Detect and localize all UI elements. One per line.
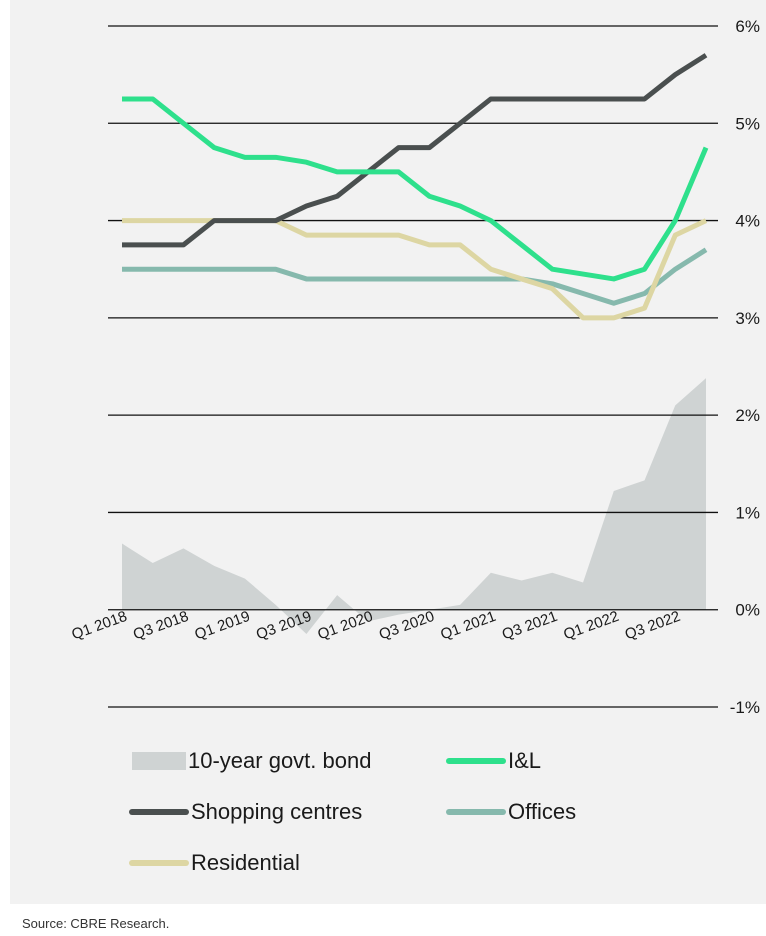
source-note: Source: CBRE Research. — [22, 916, 170, 931]
y-tick-label: 5% — [735, 114, 760, 133]
series-line-offices — [122, 247, 708, 306]
y-tick-label: -1% — [730, 698, 760, 717]
x-tick-label: Q1 2019 — [192, 608, 252, 644]
x-tick-label: Q1 2018 — [69, 608, 129, 644]
y-tick-label: 6% — [735, 17, 760, 36]
y-tick-label: 4% — [735, 212, 760, 231]
series-line-il — [122, 96, 709, 282]
chart-svg: 6%5%4%3%2%1%0%-1%Q1 2018 Q3 2018 Q1 2019 Q3… — [69, 17, 760, 717]
x-tick-label: Q1 2020 — [315, 608, 375, 644]
x-tick-label: Q3 2018 — [131, 608, 191, 644]
x-tick-label: Q1 2022 — [561, 608, 621, 644]
series-line-shopping — [122, 53, 708, 248]
y-tick-label: 1% — [735, 503, 760, 522]
y-tick-label: 0% — [735, 601, 760, 620]
series-area-bond — [122, 378, 706, 635]
x-tick-label: Q3 2019 — [254, 608, 314, 644]
y-tick-label: 2% — [735, 406, 760, 425]
x-tick-label: Q3 2021 — [500, 608, 560, 644]
y-tick-label: 3% — [735, 309, 760, 328]
x-tick-label: Q1 2021 — [438, 608, 498, 644]
x-tick-label: Q3 2022 — [623, 608, 683, 644]
